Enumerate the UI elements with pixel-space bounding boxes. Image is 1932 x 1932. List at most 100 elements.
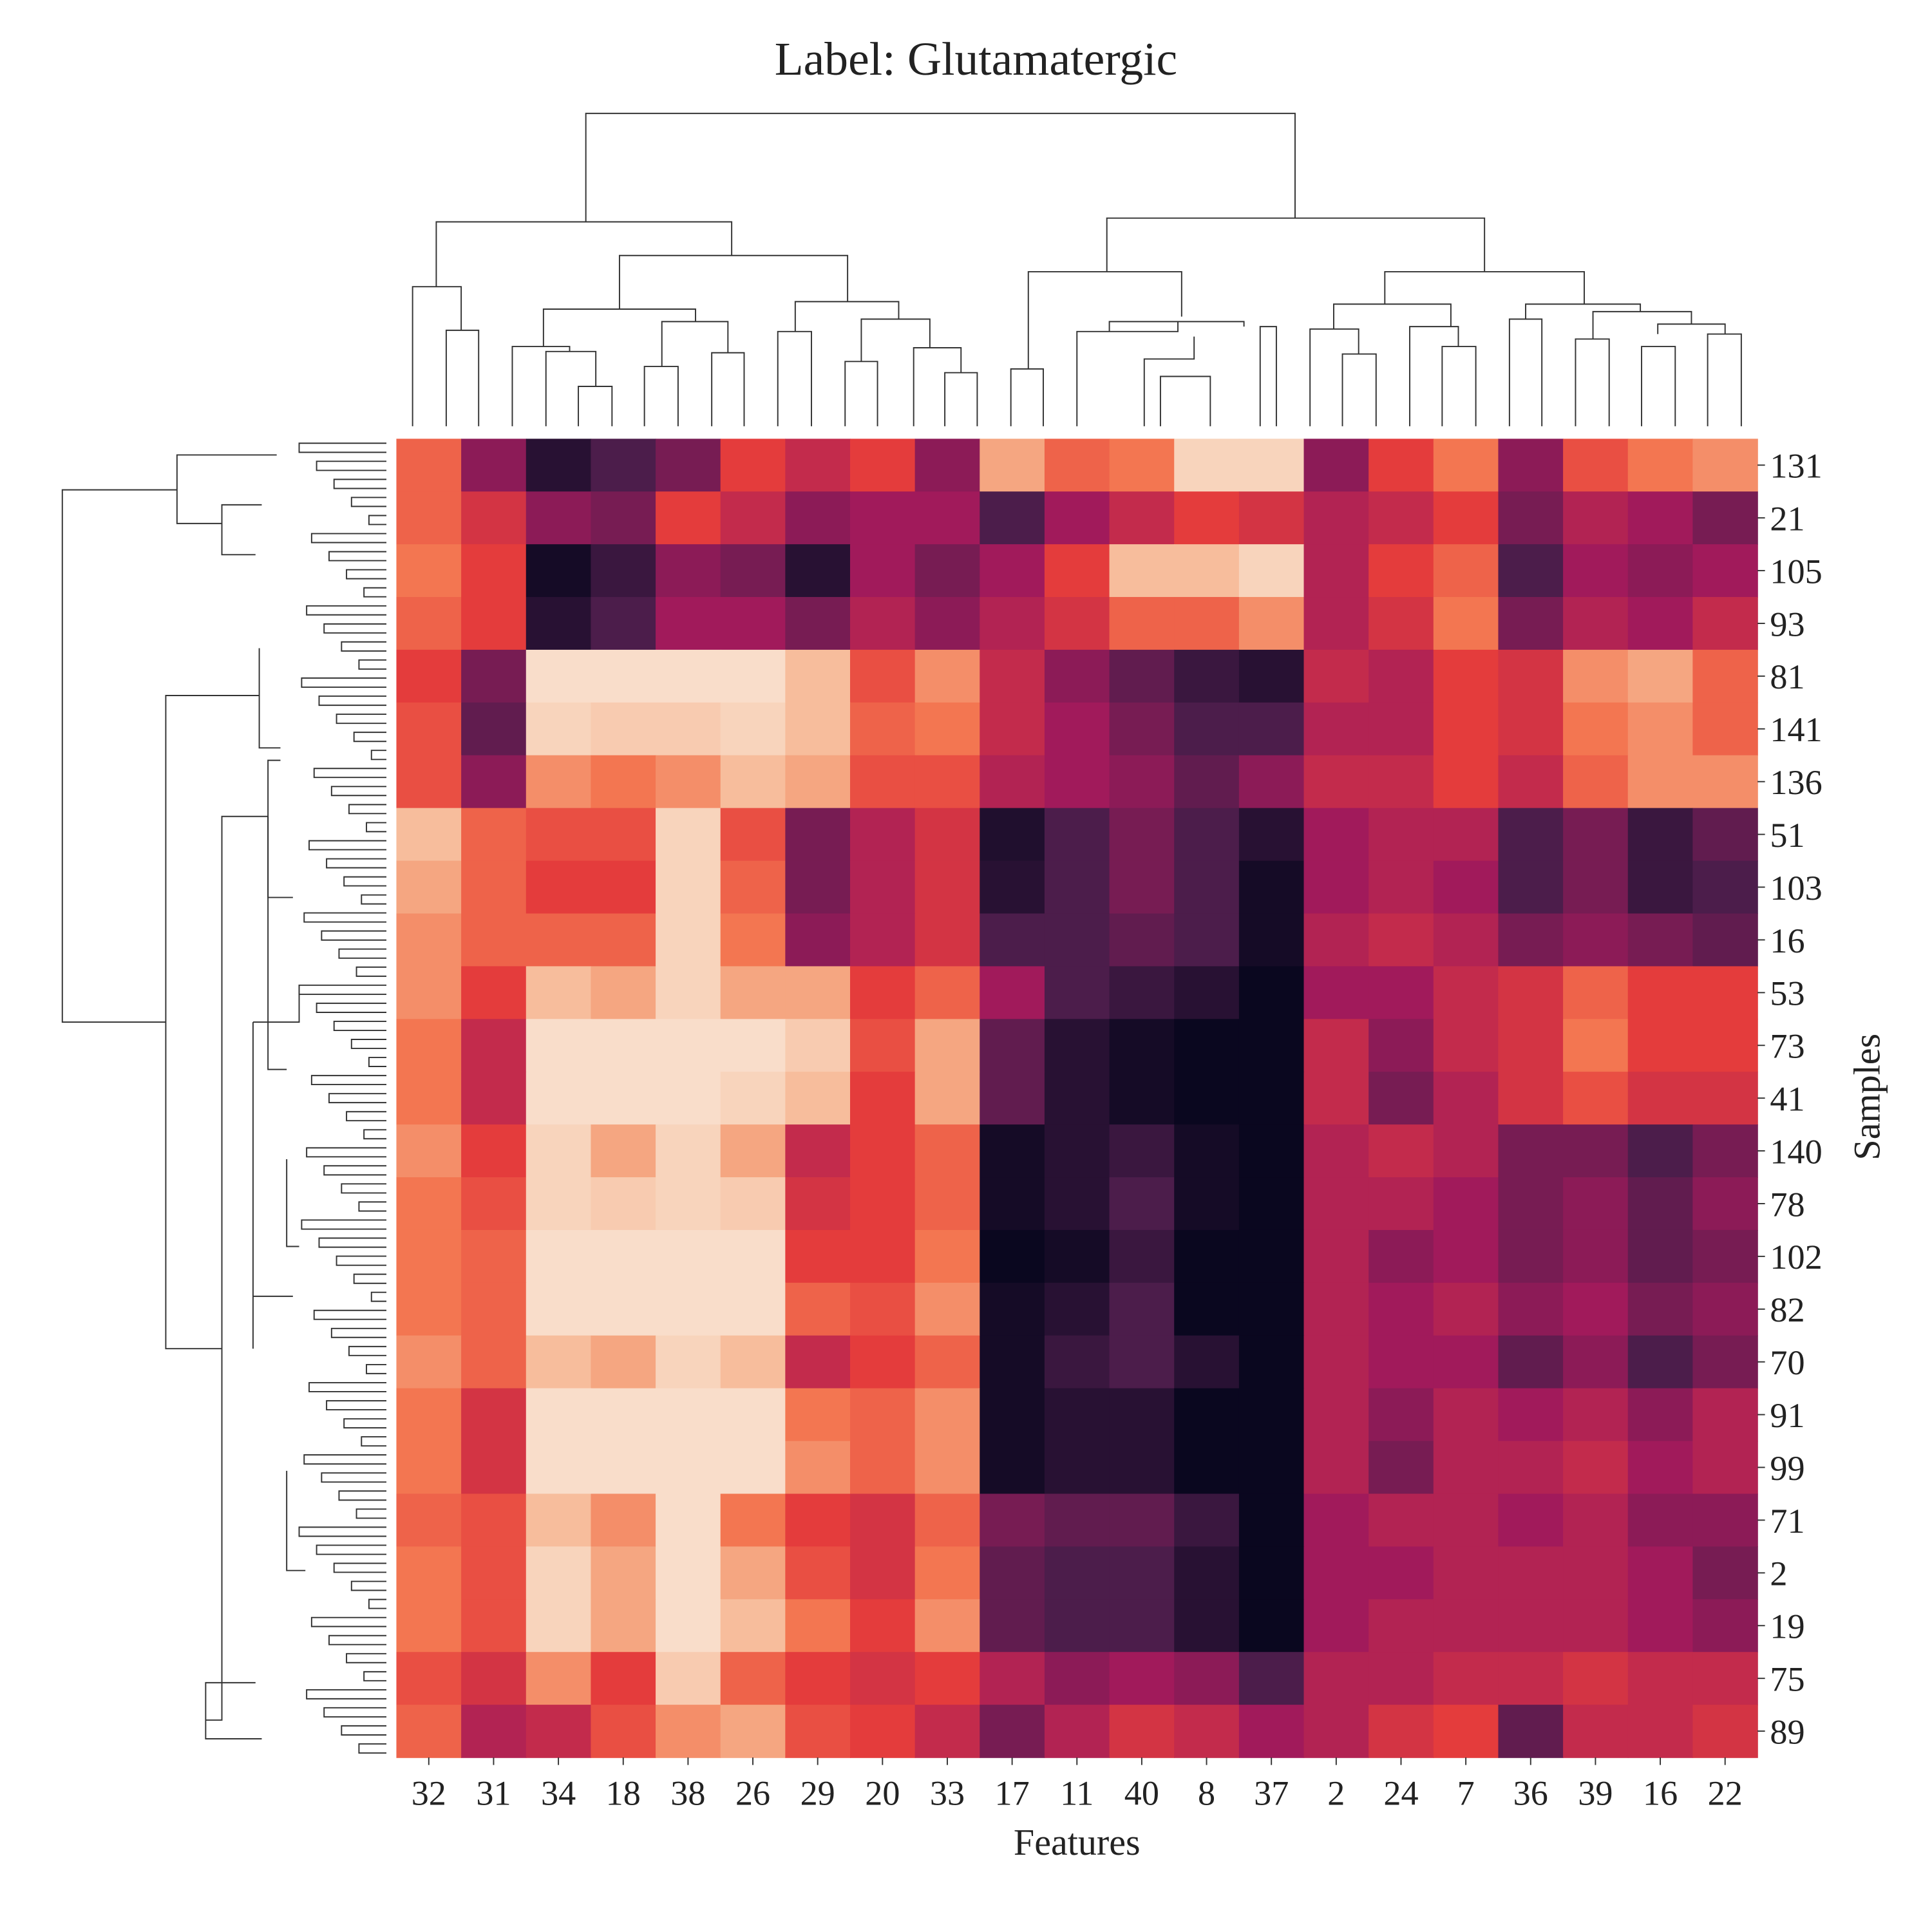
- heatmap-cell: [850, 1441, 916, 1495]
- heatmap-cell: [720, 1177, 786, 1231]
- heatmap-cell: [1563, 1335, 1629, 1389]
- heatmap-cell: [1109, 491, 1175, 545]
- heatmap-cell: [1433, 1441, 1499, 1495]
- heatmap-cell: [461, 1441, 527, 1495]
- heatmap-cell: [1174, 544, 1240, 598]
- heatmap-cell: [526, 808, 592, 862]
- heatmap-cell: [1109, 1388, 1175, 1442]
- heatmap-cell: [1303, 1388, 1369, 1442]
- heatmap-cell: [591, 649, 656, 703]
- heatmap-cell: [526, 649, 592, 703]
- heatmap-cell: [1044, 1177, 1110, 1231]
- heatmap-cell: [1692, 1599, 1758, 1653]
- y-tick-label: 71: [1770, 1502, 1804, 1540]
- heatmap-cell: [591, 439, 656, 492]
- heatmap-cell: [656, 1599, 721, 1653]
- heatmap-cell: [526, 1229, 592, 1283]
- heatmap-cell: [914, 1388, 981, 1442]
- heatmap-cell: [1044, 1229, 1110, 1283]
- x-tick-label: 24: [1383, 1774, 1418, 1813]
- heatmap-cell: [1238, 1335, 1305, 1389]
- heatmap-cell: [914, 860, 981, 914]
- heatmap-cell: [526, 597, 592, 650]
- heatmap-cell: [656, 1441, 721, 1495]
- heatmap-cell: [396, 597, 462, 650]
- heatmap-cell: [526, 966, 592, 1020]
- heatmap-cell: [1563, 755, 1629, 809]
- heatmap-cell: [526, 1072, 592, 1125]
- heatmap-cell: [1433, 1705, 1499, 1758]
- heatmap-cell: [785, 597, 851, 650]
- heatmap-cell: [461, 1652, 527, 1705]
- heatmap-cell: [914, 1493, 981, 1548]
- heatmap-cell: [1692, 1493, 1758, 1548]
- heatmap-cell: [785, 860, 851, 914]
- heatmap-cell: [980, 702, 1045, 756]
- heatmap-cell: [1433, 860, 1499, 914]
- y-tick-label: 16: [1770, 922, 1804, 960]
- heatmap-cell: [1303, 1599, 1369, 1653]
- heatmap-cell: [1563, 1282, 1629, 1336]
- heatmap-cell: [1109, 913, 1175, 967]
- heatmap-cell: [461, 439, 527, 492]
- heatmap-cell: [850, 1019, 916, 1072]
- heatmap-cell: [1563, 966, 1629, 1020]
- y-tick-label: 140: [1770, 1132, 1822, 1171]
- heatmap-cell: [1238, 1388, 1305, 1442]
- heatmap-cell: [656, 1282, 721, 1336]
- heatmap-cell: [1174, 439, 1240, 492]
- heatmap-cell: [396, 1177, 462, 1231]
- heatmap-cell: [980, 1072, 1045, 1125]
- heatmap-cell: [526, 702, 592, 756]
- heatmap-cell: [1498, 1335, 1564, 1389]
- y-tick-label: 105: [1770, 552, 1822, 591]
- y-tick-label: 73: [1770, 1027, 1804, 1066]
- heatmap-cell: [1498, 1441, 1564, 1495]
- heatmap-cell: [720, 860, 786, 914]
- left-dendrogram: [61, 454, 306, 1739]
- chart-title: Label: Glutamatergic: [775, 32, 1177, 85]
- heatmap-cell: [1433, 1019, 1499, 1072]
- heatmap-cell: [1303, 1229, 1369, 1283]
- heatmap-cell: [1498, 1282, 1564, 1336]
- heatmap-cell: [1563, 1652, 1629, 1705]
- heatmap-cell: [1433, 1177, 1499, 1231]
- heatmap-cell: [591, 913, 656, 967]
- heatmap-cell: [1368, 913, 1434, 967]
- heatmap-cell: [1433, 913, 1499, 967]
- heatmap-cell: [526, 860, 592, 914]
- heatmap-cell: [1563, 649, 1629, 703]
- heatmap-cell: [591, 1493, 656, 1548]
- heatmap-cell: [1433, 1335, 1499, 1389]
- heatmap-cell: [914, 439, 981, 492]
- heatmap-cell: [461, 649, 527, 703]
- heatmap-cell: [396, 649, 462, 703]
- heatmap-cell: [1238, 1652, 1305, 1705]
- heatmap-cell: [1498, 1705, 1564, 1758]
- heatmap-cell: [1627, 913, 1694, 967]
- heatmap-cell: [1627, 1493, 1694, 1548]
- heatmap-cell: [720, 491, 786, 545]
- heatmap-cell: [1368, 1705, 1434, 1758]
- heatmap-cell: [1368, 544, 1434, 598]
- heatmap-cell: [1627, 966, 1694, 1020]
- heatmap-cell: [785, 1441, 851, 1495]
- heatmap-cell: [1498, 1124, 1564, 1178]
- heatmap-cell: [591, 808, 656, 862]
- heatmap-cell: [1174, 755, 1240, 809]
- heatmap-cell: [396, 1229, 462, 1283]
- heatmap-cell: [526, 1599, 592, 1653]
- heatmap-cell: [1368, 1229, 1434, 1283]
- heatmap-cell: [526, 1019, 592, 1072]
- heatmap-cell: [396, 1019, 462, 1072]
- heatmap-cell: [1692, 1019, 1758, 1072]
- heatmap-cell: [1174, 597, 1240, 650]
- heatmap-cell: [1303, 1652, 1369, 1705]
- heatmap-cell: [1174, 966, 1240, 1020]
- heatmap-cell: [1109, 1072, 1175, 1125]
- y-tick-label: 21: [1770, 500, 1804, 538]
- heatmap-cell: [785, 966, 851, 1020]
- heatmap-cell: [1692, 913, 1758, 967]
- heatmap-cell: [1303, 1705, 1369, 1758]
- heatmap-cell: [785, 1599, 851, 1653]
